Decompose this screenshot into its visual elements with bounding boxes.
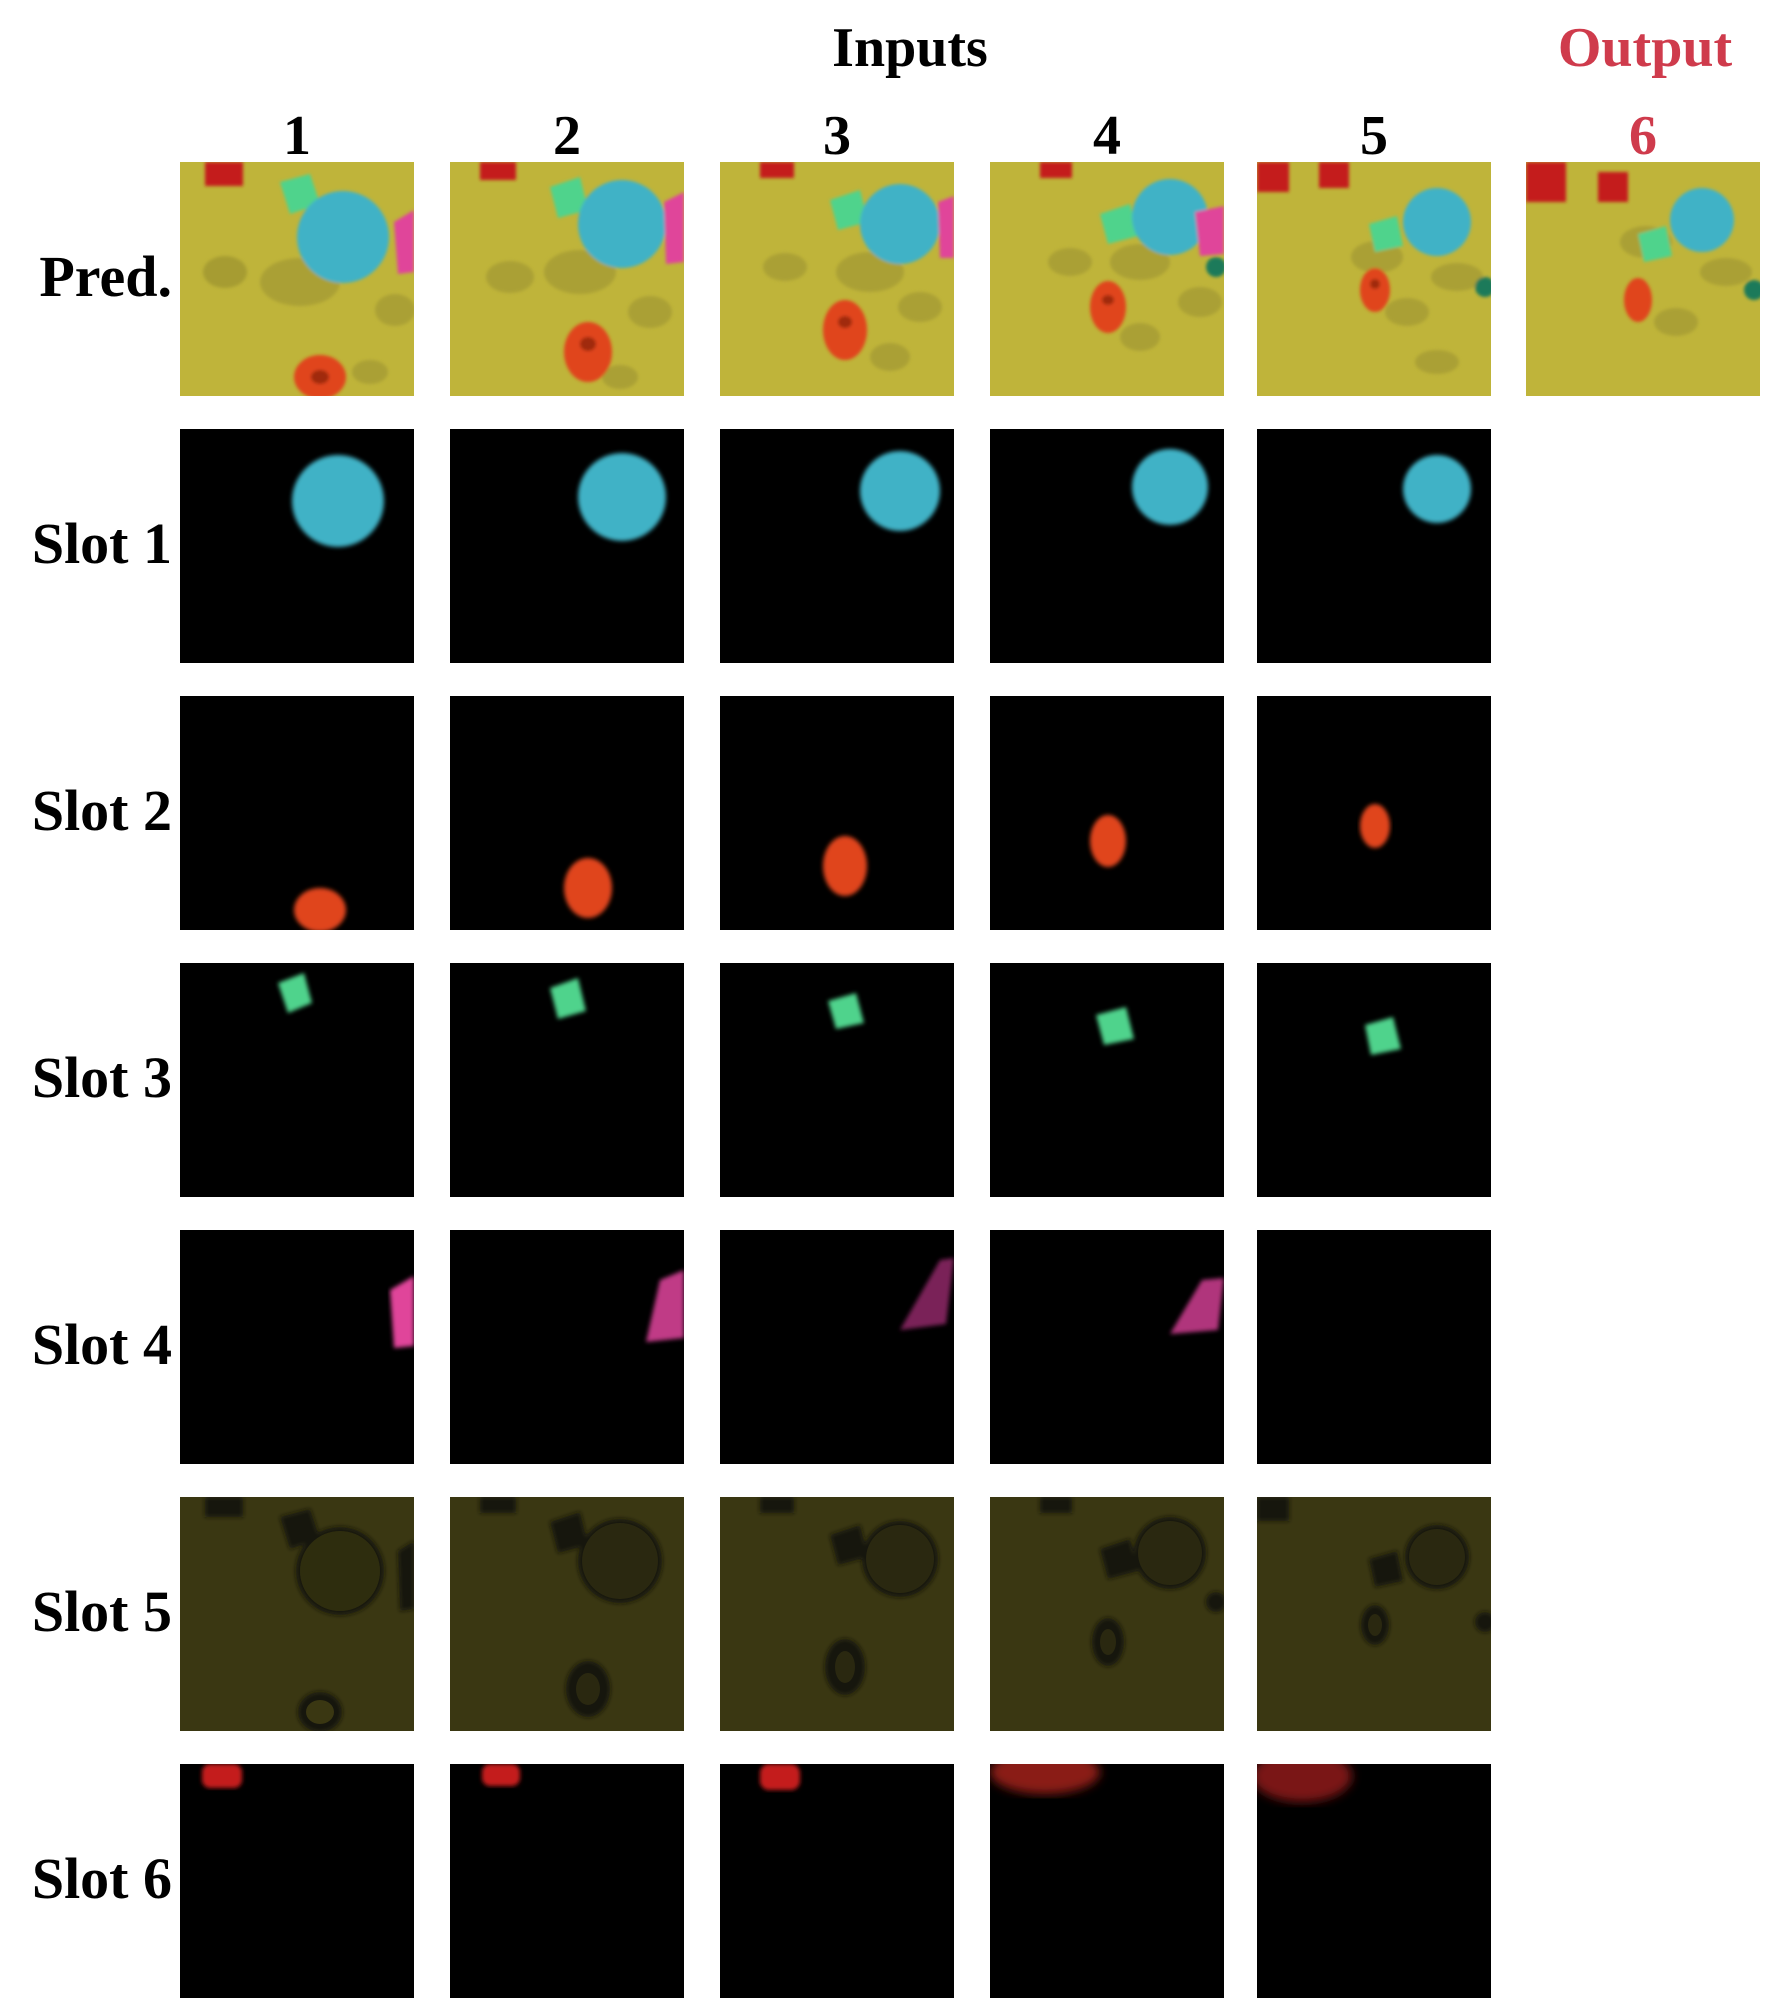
column-number-2: 2 bbox=[553, 105, 581, 167]
slot4-frame-3 bbox=[720, 1230, 954, 1464]
slot2-frame-3 bbox=[720, 696, 954, 930]
row-label-slot-2: Slot 2 bbox=[31, 778, 172, 843]
slot5-frame-5 bbox=[1257, 1497, 1491, 1731]
slot1-frame-4 bbox=[990, 429, 1224, 663]
slot6-frame-5 bbox=[1257, 1764, 1491, 1998]
slot3-frame-4 bbox=[990, 963, 1224, 1197]
slot2-frame-1 bbox=[180, 696, 414, 930]
column-number-1: 1 bbox=[283, 105, 311, 167]
slot5-frame-2 bbox=[450, 1497, 684, 1731]
slot3-frame-2 bbox=[450, 963, 684, 1197]
row-label-pred: Pred. bbox=[39, 244, 172, 309]
slot1-frame-5 bbox=[1257, 429, 1491, 663]
output-frame-6 bbox=[1526, 162, 1760, 396]
slot6-frame-1 bbox=[180, 1764, 414, 1998]
slot2-frame-4 bbox=[990, 696, 1224, 930]
slot3-frame-3 bbox=[720, 963, 954, 1197]
slot5-frame-4 bbox=[990, 1497, 1224, 1731]
row-label-slot-5: Slot 5 bbox=[31, 1579, 172, 1644]
output-header: Output bbox=[1557, 17, 1733, 79]
slot1-frame-3 bbox=[720, 429, 954, 663]
column-number-4: 4 bbox=[1093, 105, 1121, 167]
slot5-frame-1 bbox=[180, 1497, 414, 1731]
slot6-frame-4 bbox=[990, 1764, 1224, 1998]
pred-frame-3 bbox=[720, 162, 954, 396]
inputs-header: Inputs bbox=[832, 17, 988, 79]
slot2-frame-5 bbox=[1257, 696, 1491, 930]
row-label-slot-1: Slot 1 bbox=[31, 511, 172, 576]
slot3-frame-1 bbox=[180, 963, 414, 1197]
slot6-frame-3 bbox=[720, 1764, 954, 1998]
row-label-slot-4: Slot 4 bbox=[31, 1312, 172, 1377]
slot6-frame-2 bbox=[450, 1764, 684, 1998]
slot1-frame-2 bbox=[450, 429, 684, 663]
slot4-frame-1 bbox=[180, 1230, 414, 1464]
column-number-5: 5 bbox=[1360, 105, 1388, 167]
slot4-frame-4 bbox=[990, 1230, 1224, 1464]
slot4-frame-2 bbox=[450, 1230, 684, 1464]
pred-frame-4 bbox=[990, 162, 1224, 396]
pred-frame-1 bbox=[180, 162, 414, 396]
pred-frame-2 bbox=[450, 162, 684, 396]
row-label-slot-3: Slot 3 bbox=[31, 1045, 172, 1110]
pred-frame-5 bbox=[1257, 162, 1491, 396]
column-number-6: 6 bbox=[1629, 105, 1657, 167]
column-number-3: 3 bbox=[823, 105, 851, 167]
slot4-frame-5 bbox=[1257, 1230, 1491, 1464]
row-label-slot-6: Slot 6 bbox=[31, 1846, 172, 1911]
slot1-frame-1 bbox=[180, 429, 414, 663]
slot3-frame-5 bbox=[1257, 963, 1491, 1197]
slot5-frame-3 bbox=[720, 1497, 954, 1731]
slot2-frame-2 bbox=[450, 696, 684, 930]
